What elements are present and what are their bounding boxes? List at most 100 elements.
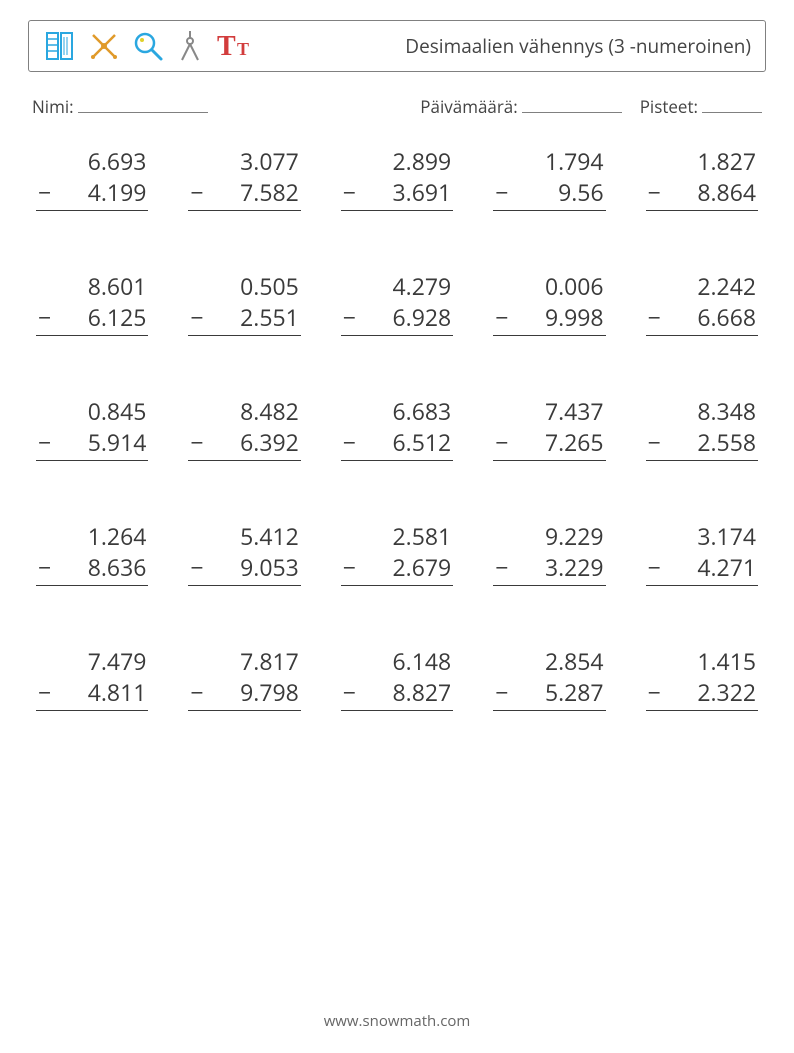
minus-sign: − bbox=[190, 427, 203, 458]
subtrahend-row: − 9.053 bbox=[188, 552, 300, 586]
compass-pencil-icon bbox=[87, 29, 121, 63]
subtraction-problem: 3.077−7.582 bbox=[188, 146, 300, 211]
subtrahend-row: −6.928 bbox=[341, 302, 453, 336]
subtrahend: 7.582 bbox=[240, 177, 299, 208]
subtrahend-row: −8.636 bbox=[36, 552, 148, 586]
minus-sign: − bbox=[343, 677, 356, 708]
subtrahend-row: − 2.679 bbox=[341, 552, 453, 586]
minus-sign: − bbox=[38, 552, 51, 583]
minuend: 6.693 bbox=[88, 146, 149, 177]
minus-sign: − bbox=[38, 177, 51, 208]
subtraction-problem: 4.279−6.928 bbox=[341, 271, 453, 336]
minuend: 7.479 bbox=[88, 646, 149, 677]
minus-sign: − bbox=[495, 552, 508, 583]
subtrahend-row: − 4.811 bbox=[36, 677, 148, 711]
text-tool-icon: T T bbox=[215, 29, 255, 63]
subtraction-problem: 0.845−5.914 bbox=[36, 396, 148, 461]
subtrahend-row: −6.125 bbox=[36, 302, 148, 336]
minuend: 0.006 bbox=[545, 271, 606, 302]
subtrahend: 5.914 bbox=[88, 427, 147, 458]
subtrahend-row: −5.914 bbox=[36, 427, 148, 461]
subtraction-problem: 6.693−4.199 bbox=[36, 146, 148, 211]
subtrahend: 9.56 bbox=[558, 177, 604, 208]
minuend: 9.229 bbox=[545, 521, 606, 552]
subtrahend-row: −7.265 bbox=[493, 427, 605, 461]
minus-sign: − bbox=[343, 302, 356, 333]
subtrahend-row: − 9.56 bbox=[493, 177, 605, 211]
minuend: 0.845 bbox=[88, 396, 149, 427]
minuend: 3.077 bbox=[240, 146, 301, 177]
minuend: 2.242 bbox=[697, 271, 758, 302]
subtraction-problem: 8.348−2.558 bbox=[646, 396, 758, 461]
subtraction-problem: 6.683−6.512 bbox=[341, 396, 453, 461]
minuend: 0.505 bbox=[240, 271, 301, 302]
subtrahend-row: − 9.798 bbox=[188, 677, 300, 711]
subtrahend: 9.053 bbox=[240, 552, 299, 583]
subtraction-problem: 0.006 − 9.998 bbox=[493, 271, 605, 336]
minus-sign: − bbox=[648, 677, 661, 708]
name-blank bbox=[78, 94, 208, 113]
minus-sign: − bbox=[495, 677, 508, 708]
subtraction-problem: 2.242−6.668 bbox=[646, 271, 758, 336]
subtraction-problem: 8.482−6.392 bbox=[188, 396, 300, 461]
subtrahend-row: −8.827 bbox=[341, 677, 453, 711]
score-field: Pisteet: bbox=[640, 94, 762, 118]
score-label: Pisteet: bbox=[640, 95, 698, 118]
minuend: 3.174 bbox=[697, 521, 758, 552]
minus-sign: − bbox=[190, 302, 203, 333]
subtraction-problem: 7.817 − 9.798 bbox=[188, 646, 300, 711]
subtraction-problem: 1.794 − 9.56 bbox=[493, 146, 605, 211]
subtrahend: 3.229 bbox=[545, 552, 604, 583]
minus-sign: − bbox=[190, 552, 203, 583]
subtrahend: 6.668 bbox=[697, 302, 756, 333]
minus-sign: − bbox=[648, 177, 661, 208]
subtrahend: 7.265 bbox=[545, 427, 604, 458]
subtrahend-row: − 6.512 bbox=[341, 427, 453, 461]
minuend: 8.601 bbox=[88, 271, 149, 302]
svg-text:T: T bbox=[237, 39, 249, 59]
subtrahend: 6.125 bbox=[88, 302, 147, 333]
minus-sign: − bbox=[495, 177, 508, 208]
subtraction-problem: 7.479 − 4.811 bbox=[36, 646, 148, 711]
header-box: T T Desimaalien vähennys (3 -numeroinen) bbox=[28, 20, 766, 72]
subtrahend: 4.271 bbox=[697, 552, 756, 583]
minuend: 1.794 bbox=[545, 146, 606, 177]
minuend: 1.415 bbox=[697, 646, 758, 677]
minus-sign: − bbox=[648, 552, 661, 583]
subtrahend-row: − 3.229 bbox=[493, 552, 605, 586]
subtraction-problem: 8.601−6.125 bbox=[36, 271, 148, 336]
subtrahend-row: −4.199 bbox=[36, 177, 148, 211]
subtrahend: 2.679 bbox=[393, 552, 452, 583]
subtrahend-row: − 2.322 bbox=[646, 677, 758, 711]
minuend: 2.854 bbox=[545, 646, 606, 677]
subtraction-problem: 1.827−8.864 bbox=[646, 146, 758, 211]
minuend: 1.264 bbox=[88, 521, 149, 552]
ruler-book-icon bbox=[43, 29, 77, 63]
minuend: 5.412 bbox=[240, 521, 301, 552]
subtrahend-row: −6.668 bbox=[646, 302, 758, 336]
subtrahend: 9.998 bbox=[545, 302, 604, 333]
subtraction-problem: 9.229 − 3.229 bbox=[493, 521, 605, 586]
divider-icon bbox=[175, 29, 205, 63]
minus-sign: − bbox=[190, 677, 203, 708]
problems-grid: 6.693−4.1993.077−7.5822.899−3.6911.794−9… bbox=[28, 146, 766, 711]
minus-sign: − bbox=[38, 677, 51, 708]
minus-sign: − bbox=[343, 427, 356, 458]
minuend: 7.437 bbox=[545, 396, 606, 427]
score-blank bbox=[702, 94, 762, 113]
subtraction-problem: 6.148−8.827 bbox=[341, 646, 453, 711]
minuend: 1.827 bbox=[697, 146, 758, 177]
minuend: 7.817 bbox=[240, 646, 301, 677]
footer-url: www.snowmath.com bbox=[0, 1011, 794, 1031]
subtrahend: 6.512 bbox=[393, 427, 452, 458]
subtraction-problem: 1.264−8.636 bbox=[36, 521, 148, 586]
minus-sign: − bbox=[343, 552, 356, 583]
minus-sign: − bbox=[495, 302, 508, 333]
subtrahend: 4.811 bbox=[88, 677, 147, 708]
date-field: Päivämäärä: bbox=[420, 94, 621, 118]
subtrahend: 9.798 bbox=[240, 677, 299, 708]
subtraction-problem: 2.854−5.287 bbox=[493, 646, 605, 711]
subtrahend-row: −6.392 bbox=[188, 427, 300, 461]
subtrahend: 2.322 bbox=[697, 677, 756, 708]
subtrahend: 3.691 bbox=[393, 177, 452, 208]
